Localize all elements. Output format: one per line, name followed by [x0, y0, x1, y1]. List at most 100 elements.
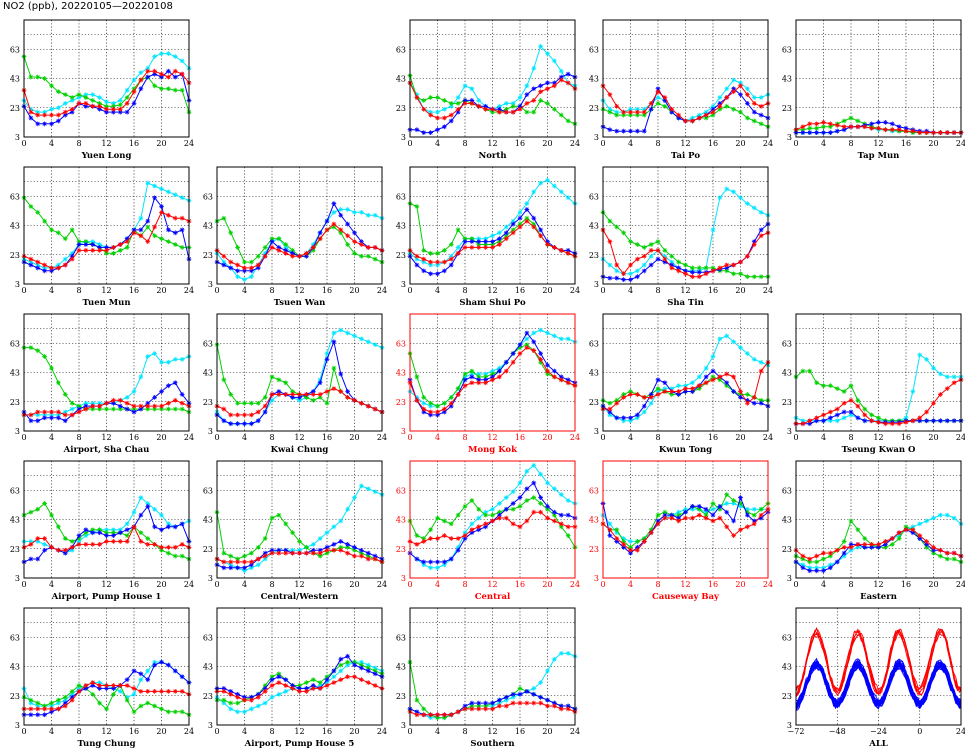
- data-point: [621, 112, 627, 118]
- data-point: [607, 106, 613, 112]
- data-point: [83, 92, 89, 97]
- data-point: [131, 709, 137, 715]
- data-point: [28, 706, 34, 712]
- data-point: [35, 712, 41, 718]
- data-point: [62, 109, 68, 115]
- data-point: [165, 68, 171, 74]
- data-point: [696, 269, 702, 275]
- data-point: [90, 406, 96, 412]
- data-point: [428, 400, 434, 406]
- data-point: [490, 377, 495, 383]
- panel-title: Airport, Pump House 5: [244, 739, 355, 749]
- series-blue-line: [795, 660, 962, 709]
- x-tick-label: 0: [407, 433, 412, 442]
- data-point: [565, 71, 571, 77]
- data-point: [724, 265, 730, 271]
- data-point: [834, 412, 840, 418]
- data-point: [69, 412, 75, 418]
- x-tick-label: 12: [101, 286, 111, 295]
- data-point: [235, 709, 241, 715]
- data-point: [331, 680, 337, 685]
- data-point: [903, 524, 909, 530]
- x-tick-label: 12: [487, 286, 497, 295]
- y-tick-label: 3: [594, 574, 599, 583]
- data-point: [538, 327, 544, 333]
- data-point: [751, 394, 757, 400]
- data-point: [303, 250, 309, 256]
- data-point: [248, 694, 254, 700]
- y-tick-label: 63: [396, 633, 406, 642]
- data-point: [496, 230, 502, 236]
- data-point: [503, 359, 509, 365]
- data-point: [683, 506, 688, 512]
- x-tick-label: 20: [542, 727, 552, 736]
- data-point: [28, 697, 34, 703]
- series-blue-line: [795, 659, 962, 709]
- data-point: [117, 106, 123, 112]
- y-tick-label: 43: [396, 222, 406, 231]
- x-tick-label: 0: [21, 433, 26, 442]
- data-point: [696, 383, 702, 389]
- data-point: [862, 124, 868, 130]
- data-point: [655, 247, 661, 253]
- data-point: [614, 400, 620, 406]
- data-point: [159, 389, 164, 394]
- data-point: [172, 380, 178, 386]
- data-point: [607, 262, 613, 268]
- data-point: [159, 406, 164, 412]
- data-point: [496, 365, 502, 371]
- data-point: [655, 256, 661, 262]
- data-point: [517, 345, 523, 351]
- data-point: [634, 392, 640, 397]
- data-point: [490, 239, 495, 244]
- data-point: [696, 115, 702, 121]
- data-point: [827, 553, 833, 559]
- data-point: [655, 512, 661, 518]
- data-point: [179, 58, 185, 64]
- y-tick-label: 23: [10, 398, 20, 407]
- data-point: [448, 112, 454, 118]
- data-point: [545, 362, 550, 368]
- data-point: [235, 262, 241, 268]
- data-point: [179, 709, 185, 715]
- x-tick-label: 24: [377, 286, 387, 295]
- data-point: [76, 403, 82, 409]
- panel-title: ALL: [868, 739, 888, 749]
- data-point: [352, 250, 357, 256]
- data-point: [159, 706, 164, 712]
- data-point: [469, 86, 475, 92]
- data-point: [324, 400, 330, 406]
- data-point: [662, 515, 668, 521]
- data-point: [524, 700, 530, 706]
- data-point: [331, 524, 337, 530]
- data-point: [641, 262, 647, 268]
- data-point: [524, 486, 530, 492]
- data-point: [269, 694, 275, 700]
- data-point: [634, 106, 640, 112]
- data-point: [165, 212, 171, 218]
- data-point: [152, 394, 158, 400]
- data-point: [179, 245, 185, 250]
- data-point: [83, 530, 89, 536]
- data-point: [676, 383, 682, 389]
- data-point: [172, 74, 178, 80]
- data-point: [49, 265, 54, 271]
- data-point: [931, 400, 936, 406]
- data-point: [145, 536, 151, 541]
- data-point: [28, 712, 34, 718]
- data-point: [124, 400, 130, 406]
- data-point: [242, 400, 247, 406]
- data-point: [827, 562, 833, 568]
- data-point: [469, 371, 475, 377]
- data-point: [662, 247, 668, 253]
- data-point: [814, 415, 820, 421]
- data-point: [455, 95, 461, 100]
- x-tick-label: 16: [515, 727, 525, 736]
- data-point: [338, 677, 344, 683]
- data-point: [69, 250, 75, 256]
- data-point: [104, 686, 109, 691]
- data-point: [841, 544, 847, 550]
- data-point: [662, 98, 668, 103]
- x-tick-label: 20: [349, 433, 359, 442]
- data-point: [42, 262, 48, 268]
